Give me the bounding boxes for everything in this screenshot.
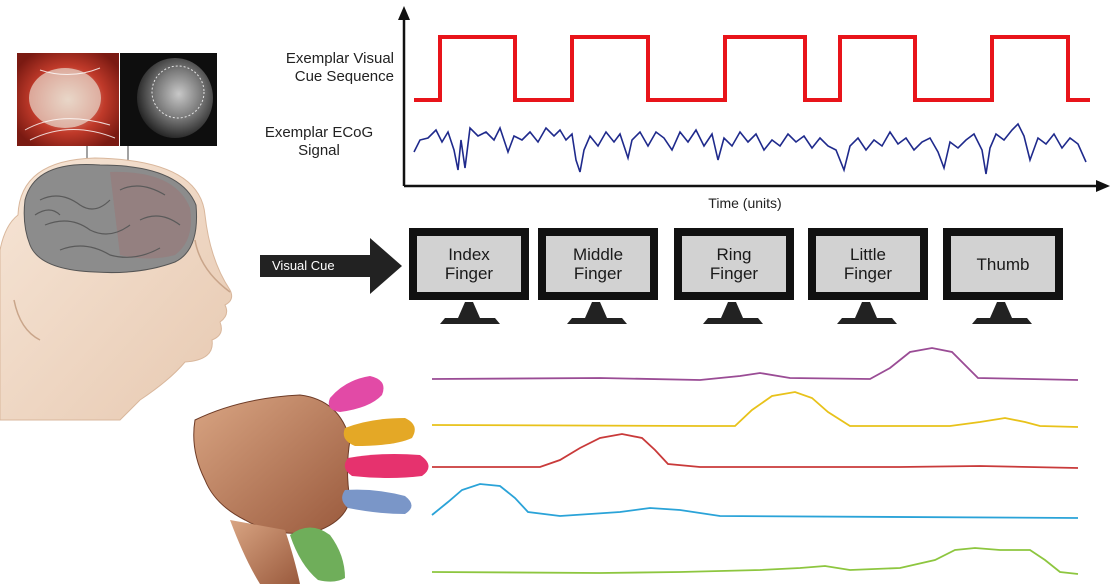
ecog-signal-label: Exemplar ECoG Signal xyxy=(264,124,374,159)
ring-finger-tip xyxy=(343,418,415,446)
monitor-label: Middle Finger xyxy=(546,236,650,292)
visual-cue-arrow xyxy=(260,238,402,294)
xray-image xyxy=(120,53,217,146)
monitor-middle-finger: Middle Finger xyxy=(538,228,658,300)
little-finger-tip xyxy=(328,376,384,412)
monitor-label: Little Finger xyxy=(816,236,920,292)
head-illustration xyxy=(0,157,233,421)
monitor-label: Ring Finger xyxy=(682,236,786,292)
visual-cue-sequence-label: Exemplar Visual Cue Sequence xyxy=(285,50,394,85)
monitor-little-finger: Little Finger xyxy=(808,228,928,300)
finger-trace-little xyxy=(431,347,1079,381)
index-finger-tip xyxy=(342,489,412,514)
monitor-label: Thumb xyxy=(951,236,1055,292)
time-axis-label: Time (units) xyxy=(708,195,782,211)
monitor-label: Index Finger xyxy=(417,236,521,292)
finger-trace-middle xyxy=(432,433,1079,469)
cue-sequence-trace xyxy=(414,35,1090,102)
finger-trace-index xyxy=(431,483,1079,519)
thumb-tip xyxy=(290,527,345,582)
middle-finger-tip xyxy=(344,454,429,478)
monitor-index-finger: Index Finger xyxy=(409,228,529,300)
monitor-thumb: Thumb xyxy=(943,228,1063,300)
hand-illustration xyxy=(193,376,429,584)
monitor-ring-finger: Ring Finger xyxy=(674,228,794,300)
ecog-signal-trace xyxy=(413,122,1087,175)
intraoperative-photo xyxy=(17,53,119,146)
visual-cue-arrow-label: Visual Cue xyxy=(272,258,335,273)
finger-trace-thumb xyxy=(431,547,1079,575)
timeline-axes xyxy=(398,6,1110,192)
monitor-stands xyxy=(440,302,1032,324)
finger-trace-ring xyxy=(431,391,1079,428)
